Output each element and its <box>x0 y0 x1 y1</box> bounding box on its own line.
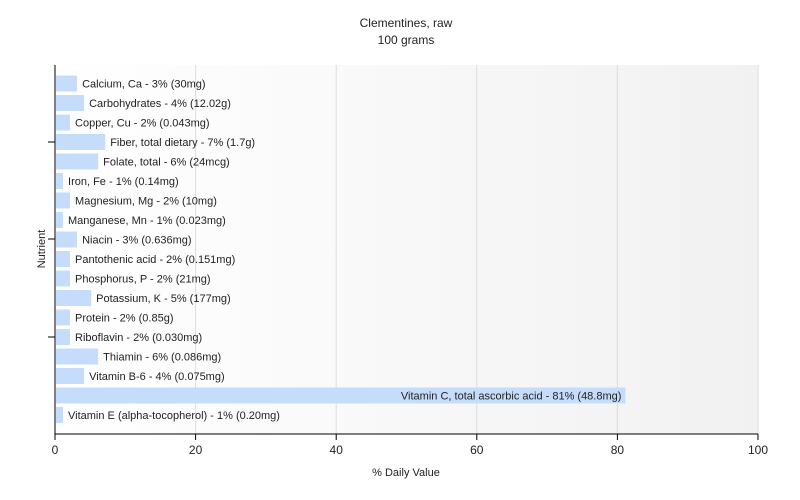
bar-label: Manganese, Mn - 1% (0.023mg) <box>68 215 226 227</box>
bar-label: Thiamin - 6% (0.086mg) <box>103 352 221 364</box>
bar-label: Fiber, total dietary - 7% (1.7g) <box>110 137 255 149</box>
bar-label: Copper, Cu - 2% (0.043mg) <box>75 118 210 130</box>
x-tick-label: 60 <box>470 443 484 457</box>
bar-label: Vitamin E (alpha-tocopherol) - 1% (0.20m… <box>68 410 280 422</box>
bar <box>56 407 64 423</box>
bar-label: Vitamin B-6 - 4% (0.075mg) <box>89 371 225 383</box>
x-tick-label: 100 <box>748 443 768 457</box>
x-tick-label: 0 <box>52 443 59 457</box>
bar <box>56 329 71 345</box>
bar <box>56 368 85 384</box>
bar <box>56 387 626 404</box>
bar <box>56 251 71 267</box>
bar <box>56 290 92 306</box>
bar <box>56 348 99 365</box>
bar-label: Pantothenic acid - 2% (0.151mg) <box>75 254 235 266</box>
axes <box>48 65 758 435</box>
plot-background <box>55 65 758 434</box>
x-tick-label: 80 <box>611 443 625 457</box>
bar <box>56 309 71 326</box>
bar <box>56 212 64 228</box>
x-tick-label: 40 <box>330 443 344 457</box>
bar <box>56 95 85 111</box>
bar <box>56 231 78 248</box>
chart-title: Clementines, raw <box>360 16 453 30</box>
chart-subtitle: 100 grams <box>378 33 435 47</box>
x-ticks: 0 20 40 60 80 100 <box>52 434 768 457</box>
bar <box>56 192 71 209</box>
bar-label: Calcium, Ca - 3% (30mg) <box>82 79 205 91</box>
bar-label: Magnesium, Mg - 2% (10mg) <box>75 196 217 208</box>
bar <box>56 134 106 150</box>
bar <box>56 173 64 189</box>
bar-label: Protein - 2% (0.85g) <box>75 313 173 325</box>
bar-label: Iron, Fe - 1% (0.14mg) <box>68 176 179 188</box>
bar <box>56 270 71 287</box>
bar <box>56 153 99 170</box>
x-axis-label: % Daily Value <box>372 467 440 479</box>
x-tick-label: 20 <box>189 443 203 457</box>
bar-label: Phosphorus, P - 2% (21mg) <box>75 274 211 286</box>
bar <box>56 75 78 92</box>
bar-label: Vitamin C, total ascorbic acid - 81% (48… <box>401 391 622 403</box>
bars <box>56 75 626 423</box>
bar-label: Folate, total - 6% (24mcg) <box>103 157 230 169</box>
bar-label: Riboflavin - 2% (0.030mg) <box>75 332 202 344</box>
gridlines <box>195 65 759 434</box>
y-axis-label: Nutrient <box>36 230 48 269</box>
bar-label: Potassium, K - 5% (177mg) <box>96 293 231 305</box>
bar-label: Niacin - 3% (0.636mg) <box>82 235 191 247</box>
bar <box>56 114 71 131</box>
bar-label: Carbohydrates - 4% (12.02g) <box>89 98 231 110</box>
bar-labels: Calcium, Ca - 3% (30mg) Carbohydrates - 4… <box>68 79 621 423</box>
